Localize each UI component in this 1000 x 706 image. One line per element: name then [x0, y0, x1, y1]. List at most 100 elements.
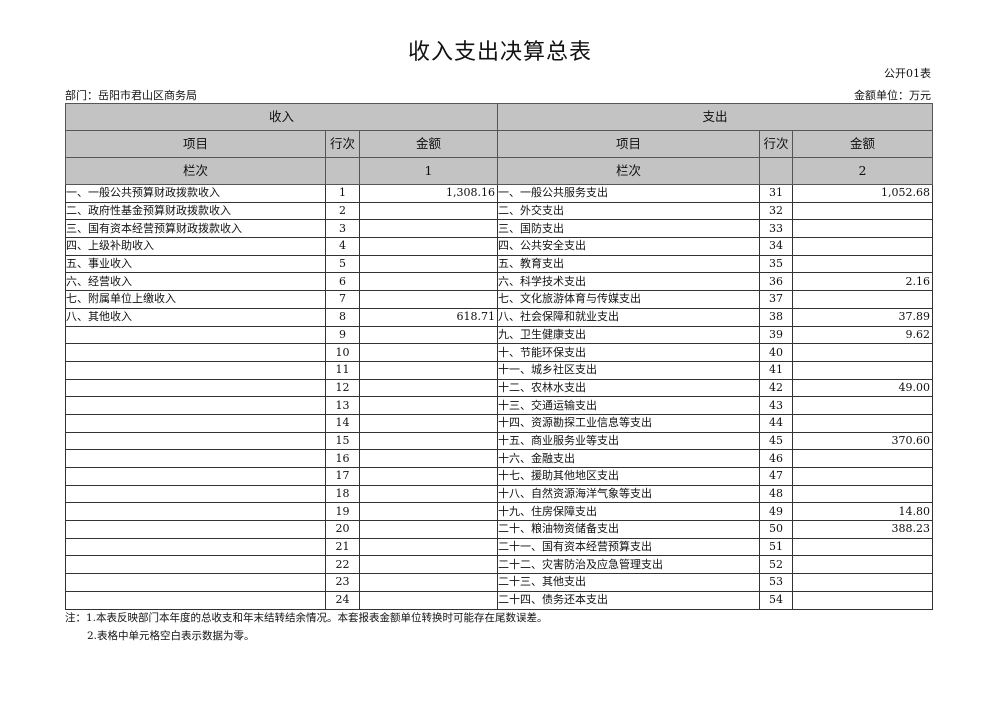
income-item [65, 396, 326, 415]
expense-amount: 2.16 [792, 272, 934, 292]
income-item: 五、事业收入 [65, 254, 326, 274]
expense-amount: 9.62 [792, 325, 934, 345]
income-item: 二、政府性基金预算财政拨款收入 [65, 201, 326, 221]
note-2: 2.表格中单元格空白表示数据为零。 [87, 630, 255, 642]
income-amount [358, 555, 499, 575]
income-amount [358, 502, 499, 522]
expense-row-no: 54 [759, 590, 794, 610]
table-row: 六、经营收入 6 六、科学技术支出 36 2.16 [65, 272, 934, 292]
expense-amount [792, 590, 934, 610]
expense-row-no: 46 [759, 449, 794, 468]
expense-section-header: 支出 [497, 103, 934, 131]
income-row-no: 1 [325, 184, 360, 203]
table-row: 12 十二、农林水支出 42 49.00 [65, 378, 934, 398]
unit-label: 金额单位：万元 [854, 89, 931, 102]
income-amount [358, 573, 499, 592]
expense-row-no: 39 [759, 325, 794, 345]
expense-row-no: 36 [759, 272, 794, 292]
expense-row-no: 31 [759, 184, 794, 203]
expense-row-no: 41 [759, 360, 794, 380]
expense-amount: 388.23 [792, 520, 934, 539]
income-row-no: 19 [325, 502, 360, 522]
income-amount [358, 431, 499, 451]
income-row-no: 8 [325, 307, 360, 327]
expense-item: 十三、交通运输支出 [497, 396, 761, 415]
expense-item: 九、卫生健康支出 [497, 325, 761, 345]
table-row: 19 十九、住房保障支出 49 14.80 [65, 502, 934, 522]
income-amount [358, 343, 499, 362]
expense-item: 六、科学技术支出 [497, 272, 761, 292]
income-row-no: 4 [325, 237, 360, 256]
income-amount [358, 413, 499, 433]
income-item [65, 413, 326, 433]
expense-item: 十六、金融支出 [497, 449, 761, 468]
expense-row-no: 32 [759, 201, 794, 221]
income-row-no: 17 [325, 467, 360, 486]
expense-item: 七、文化旅游体育与传媒支出 [497, 290, 761, 309]
expense-item: 十五、商业服务业等支出 [497, 431, 761, 451]
income-amount [358, 237, 499, 256]
col-item: 项目 [497, 130, 761, 158]
income-item [65, 520, 326, 539]
income-amount [358, 219, 499, 239]
table-row: 24 二十四、债务还本支出 54 [65, 590, 934, 610]
income-row-no: 10 [325, 343, 360, 362]
expense-row-no: 42 [759, 378, 794, 398]
col-amount: 金额 [792, 130, 934, 158]
income-item [65, 378, 326, 398]
income-item [65, 343, 326, 362]
income-row-no: 13 [325, 396, 360, 415]
expense-amount [792, 343, 934, 362]
table-row: 9 九、卫生健康支出 39 9.62 [65, 325, 934, 345]
income-amount [358, 520, 499, 539]
expense-amount: 49.00 [792, 378, 934, 398]
expense-row-no: 50 [759, 520, 794, 539]
expense-amount [792, 467, 934, 486]
income-amount [358, 449, 499, 468]
income-row-no: 5 [325, 254, 360, 274]
table-row: 10 十、节能环保支出 40 [65, 343, 934, 362]
expense-amount [792, 537, 934, 557]
note-1: 注：1.本表反映部门本年度的总收支和年末结转结余情况。本套报表金额单位转换时可能… [65, 612, 548, 624]
income-amount [358, 360, 499, 380]
income-amount: 1,308.16 [358, 184, 499, 203]
income-item [65, 484, 326, 504]
table-row: 23 二十三、其他支出 53 [65, 573, 934, 592]
expense-item: 二、外交支出 [497, 201, 761, 221]
column-no-label: 栏次 [65, 157, 326, 185]
table-row: 八、其他收入 8 618.71 八、社会保障和就业支出 38 37.89 [65, 307, 934, 327]
income-item: 四、上级补助收入 [65, 237, 326, 256]
table-row: 15 十五、商业服务业等支出 45 370.60 [65, 431, 934, 451]
table-row: 七、附属单位上缴收入 7 七、文化旅游体育与传媒支出 37 [65, 290, 934, 309]
income-item [65, 537, 326, 557]
income-row-no: 3 [325, 219, 360, 239]
column-no-label: 栏次 [497, 157, 761, 185]
income-amount: 618.71 [358, 307, 499, 327]
income-item: 八、其他收入 [65, 307, 326, 327]
expense-amount [792, 360, 934, 380]
expense-item: 十二、农林水支出 [497, 378, 761, 398]
table-row: 11 十一、城乡社区支出 41 [65, 360, 934, 380]
table-row: 20 二十、粮油物资储备支出 50 388.23 [65, 520, 934, 539]
expense-amount: 37.89 [792, 307, 934, 327]
expense-amount [792, 219, 934, 239]
income-row-no: 22 [325, 555, 360, 575]
income-item: 一、一般公共预算财政拨款收入 [65, 184, 326, 203]
expense-col-no: 2 [792, 157, 934, 185]
expense-row-no: 37 [759, 290, 794, 309]
table-row: 16 十六、金融支出 46 [65, 449, 934, 468]
income-item [65, 360, 326, 380]
expense-amount: 1,052.68 [792, 184, 934, 203]
income-item [65, 431, 326, 451]
expense-item: 十七、援助其他地区支出 [497, 467, 761, 486]
expense-row-no: 43 [759, 396, 794, 415]
expense-item: 十九、住房保障支出 [497, 502, 761, 522]
department-label: 部门：岳阳市君山区商务局 [65, 89, 197, 102]
expense-amount [792, 484, 934, 504]
income-row-no: 21 [325, 537, 360, 557]
income-row-no: 9 [325, 325, 360, 345]
table-row: 四、上级补助收入 4 四、公共安全支出 34 [65, 237, 934, 256]
expense-item: 十四、资源勘探工业信息等支出 [497, 413, 761, 433]
income-amount [358, 378, 499, 398]
expense-item: 二十二、灾害防治及应急管理支出 [497, 555, 761, 575]
